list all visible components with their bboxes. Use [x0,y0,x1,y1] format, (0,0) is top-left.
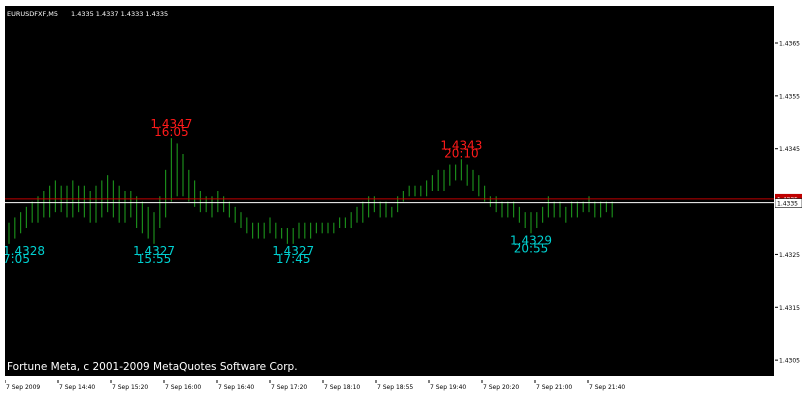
low-price-label: 1.4329 [510,233,552,247]
price-tick-label: 1.4315 [779,305,800,312]
time-tick-label: 7 Sep 15:20 [112,384,148,391]
time-tick-label: 7 Sep 18:10 [324,384,360,391]
time-tick-label: 7 Sep 20:20 [483,384,519,391]
high-time-label: 20:10 [444,146,479,160]
high-price-label: 1.4347 [150,117,192,131]
high-low-annotations: 1.43287:051.434716:051.432715:551.432717… [3,117,552,266]
low-time-label: 7:05 [5,252,30,266]
price-chart: 1.43287:051.434716:051.432715:551.432717… [3,10,774,373]
time-tick-label: 7 Sep 18:55 [377,384,413,391]
low-time-label: 15:55 [137,252,172,266]
price-tick-label: 1.4345 [779,146,800,153]
white-level-price-label: 1.4335 [777,201,798,208]
time-tick-label: 7 Sep 21:40 [589,384,625,391]
time-scale[interactable]: 7 Sep 2009 7 Sep 14:40 7 Sep 15:20 7 Sep 16… [4,376,802,391]
low-price-label: 1.4328 [5,244,45,258]
low-price-label: 1.4327 [133,244,175,258]
time-scale-svg: 7 Sep 2009 7 Sep 14:40 7 Sep 15:20 7 Sep 16… [4,380,625,391]
price-tick-label: 1.4355 [779,93,800,100]
time-tick-label: 7 Sep 17:20 [271,384,307,391]
copyright-text: Fortune Meta, c 2001-2009 MetaQuotes Sof… [7,361,298,373]
price-tick-label: 1.4305 [779,358,800,365]
low-price-label: 1.4327 [272,244,314,258]
chart-window: 1.4328 7:05 1.4347 16:05 1.4327 15:55 1.4327 17… [3,6,802,391]
white-level-price-marker [774,198,802,208]
chart-plot-area[interactable]: 1.4328 7:05 1.4347 16:05 1.4327 15:55 1.4327 17… [3,6,774,376]
price-tick-label: 1.4325 [779,252,800,259]
time-tick-label: 7 Sep 2009 [6,384,40,391]
high-price-label: 1.4343 [440,138,482,152]
low-time-label: 20:55 [514,241,549,255]
ohlc-values: 1.4335 1.4337 1.4333 1.4335 [71,10,168,18]
low-time-label: 17:45 [276,252,311,266]
price-tick-label: 1.4365 [779,41,800,48]
ohlc-bars [8,138,613,244]
time-tick-label: 7 Sep 14:40 [59,384,95,391]
price-scale[interactable]: 1.4365 1.4355 1.4345 1.4325 1.4315 1.4305 1.43… [774,6,802,376]
time-tick-label: 7 Sep 19:40 [430,384,466,391]
time-tick-label: 7 Sep 21:00 [536,384,572,391]
high-time-label: 16:05 [154,125,189,139]
time-tick-label: 7 Sep 16:40 [218,384,254,391]
symbol-header: EURUSDFXF,M5 [7,10,58,18]
price-scale-svg: 1.4365 1.4355 1.4345 1.4325 1.4315 1.4305 1.43… [774,41,802,365]
time-tick-label: 7 Sep 16:00 [165,384,201,391]
